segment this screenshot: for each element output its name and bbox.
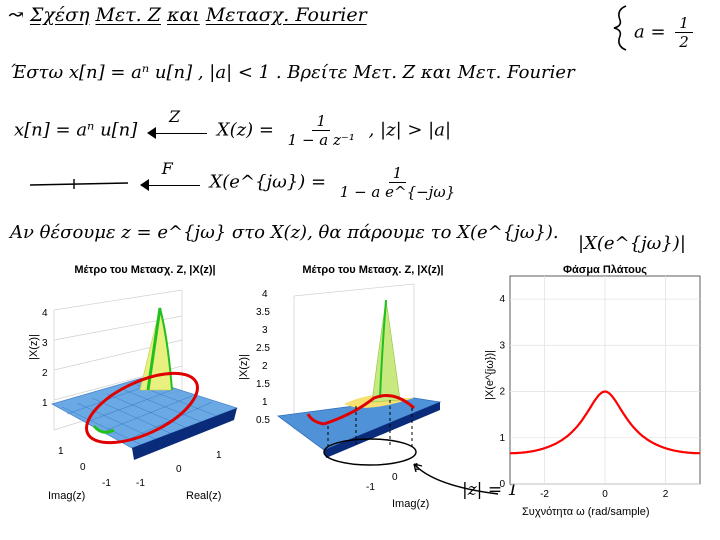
panel1-title: Μέτρο του Μετασχ. Z, |X(z)| xyxy=(74,264,216,276)
panel1-xtick: -1 xyxy=(136,478,145,489)
xejw-numerator: 1 xyxy=(388,164,407,183)
title-word-relation: Σχέση xyxy=(29,4,90,26)
panel2-xtick: 1 xyxy=(414,462,420,473)
side-note-fraction: 1 2 xyxy=(675,14,693,51)
title-word-and: και xyxy=(167,4,200,26)
chart-xtick-label: 2 xyxy=(663,489,669,500)
region-of-convergence: , |z| > |a| xyxy=(368,119,452,141)
page-title: ↝ Σχέση Μετ. Ζ και Μετασχ. Fourier xyxy=(8,4,367,26)
panel2-ztick: 2.5 xyxy=(256,343,270,354)
panel1-xtick: 1 xyxy=(216,450,222,461)
chart-series-line xyxy=(510,390,700,455)
dash-line-icon xyxy=(29,178,129,189)
xejw-expression: X(e^{jω}) = xyxy=(209,171,327,193)
panel1-surface-plot xyxy=(50,289,239,460)
panel2-ztick: 4 xyxy=(262,289,268,300)
magnitude-label: |X(e^{jω})| xyxy=(578,233,686,254)
side-note-den: 2 xyxy=(679,33,689,51)
signal-expression: x[n] = aⁿ u[n] xyxy=(14,119,138,141)
panel1-ytick: 1 xyxy=(58,446,64,457)
panel2-xtick: -1 xyxy=(366,482,375,493)
panel2-title: Μέτρο του Μετασχ. Z, |X(z)| xyxy=(302,264,444,276)
chart-xtick-label: -2 xyxy=(540,489,549,500)
side-note-num: 1 xyxy=(675,14,693,33)
panel1-ytick: 0 xyxy=(80,462,86,473)
side-note: a = 1 2 xyxy=(612,4,712,52)
panel1-ztick: 4 xyxy=(42,308,48,319)
chart-ytick-label: 2 xyxy=(499,387,505,398)
panel1-xtick: 0 xyxy=(176,464,182,475)
panel2-surface-plot xyxy=(276,283,499,495)
chart-ylabel: |X(e^{jω})| xyxy=(484,349,496,400)
panel1-ztick: 3 xyxy=(42,338,48,349)
xz-denominator: 1 − a z⁻¹ xyxy=(287,131,355,149)
unit-circle-label: |z| = 1 xyxy=(462,480,519,500)
panel1-xlabel: Real(z) xyxy=(186,490,222,502)
xejw-fraction: 1 1 − a e^{−jω} xyxy=(336,164,459,201)
chart-title: Φάσμα Πλάτους xyxy=(563,264,647,276)
chart-xlabel: Συχνότητα ω (rad/sample) xyxy=(522,506,650,518)
pointer-arrow-icon xyxy=(413,463,423,473)
panel2-ztick: 2 xyxy=(262,361,268,372)
panel1-ztick: 1 xyxy=(42,398,48,409)
xejw-denominator: 1 − a e^{−jω} xyxy=(339,183,456,201)
panel2-ztick: 1 xyxy=(262,397,268,408)
problem-statement: Έστω x[n] = aⁿ u[n] , |a| < 1 . Βρείτε Μ… xyxy=(10,62,575,83)
panel1-ylabel: Imag(z) xyxy=(48,490,86,502)
panel1-ytick: -1 xyxy=(102,478,111,489)
title-word-z-transform: Μετ. Ζ xyxy=(95,4,161,26)
side-note-a: a = xyxy=(634,21,666,43)
chart-ytick-label: 3 xyxy=(499,340,505,351)
z-transform-row: x[n] = aⁿ u[n] Z X(z) = 1 1 − a z⁻¹ , |z… xyxy=(14,107,452,150)
panel2-xlabel: Imag(z) xyxy=(392,498,430,510)
arrow-left-icon xyxy=(147,126,157,139)
panel1-ztick: 2 xyxy=(42,368,48,379)
panel2-ztick: 3 xyxy=(262,325,268,336)
panel2-ztick: 1.5 xyxy=(256,379,270,390)
arrow-left-icon xyxy=(139,178,149,191)
f-arrow-label: F xyxy=(161,158,173,178)
chart-xtick-label: 0 xyxy=(602,489,608,500)
squiggle-arrow-icon: ↝ xyxy=(8,4,24,26)
chart-plot-area xyxy=(509,275,701,485)
panel1-zlabel: |X(z)| xyxy=(28,334,40,360)
panel2-zlabel: |X(z)| xyxy=(238,354,250,380)
z-transform-arrow: Z xyxy=(147,107,208,141)
z-arrow-label: Z xyxy=(169,106,181,126)
title-word-fourier: Μετασχ. Fourier xyxy=(205,4,367,26)
panel2-ztick: 3.5 xyxy=(256,307,270,318)
side-note-text: a = 1 2 xyxy=(634,14,697,51)
fourier-row: F X(e^{jω}) = 1 1 − a e^{−jω} xyxy=(29,159,463,201)
substitution-note: Αν θέσουμε z = e^{jω} στο X(z), θα πάρου… xyxy=(10,222,559,243)
fourier-arrow: F xyxy=(139,159,200,193)
xz-numerator: 1 xyxy=(312,112,331,131)
xz-expression: X(z) = xyxy=(216,119,274,141)
chart-ytick-label: 4 xyxy=(499,294,505,305)
panel2-ztick: 0.5 xyxy=(256,415,270,426)
chart-ytick-label: 1 xyxy=(499,433,505,444)
brace-icon xyxy=(613,5,627,51)
xz-fraction: 1 1 − a z⁻¹ xyxy=(284,112,359,149)
panel2-xtick: 0 xyxy=(392,472,398,483)
